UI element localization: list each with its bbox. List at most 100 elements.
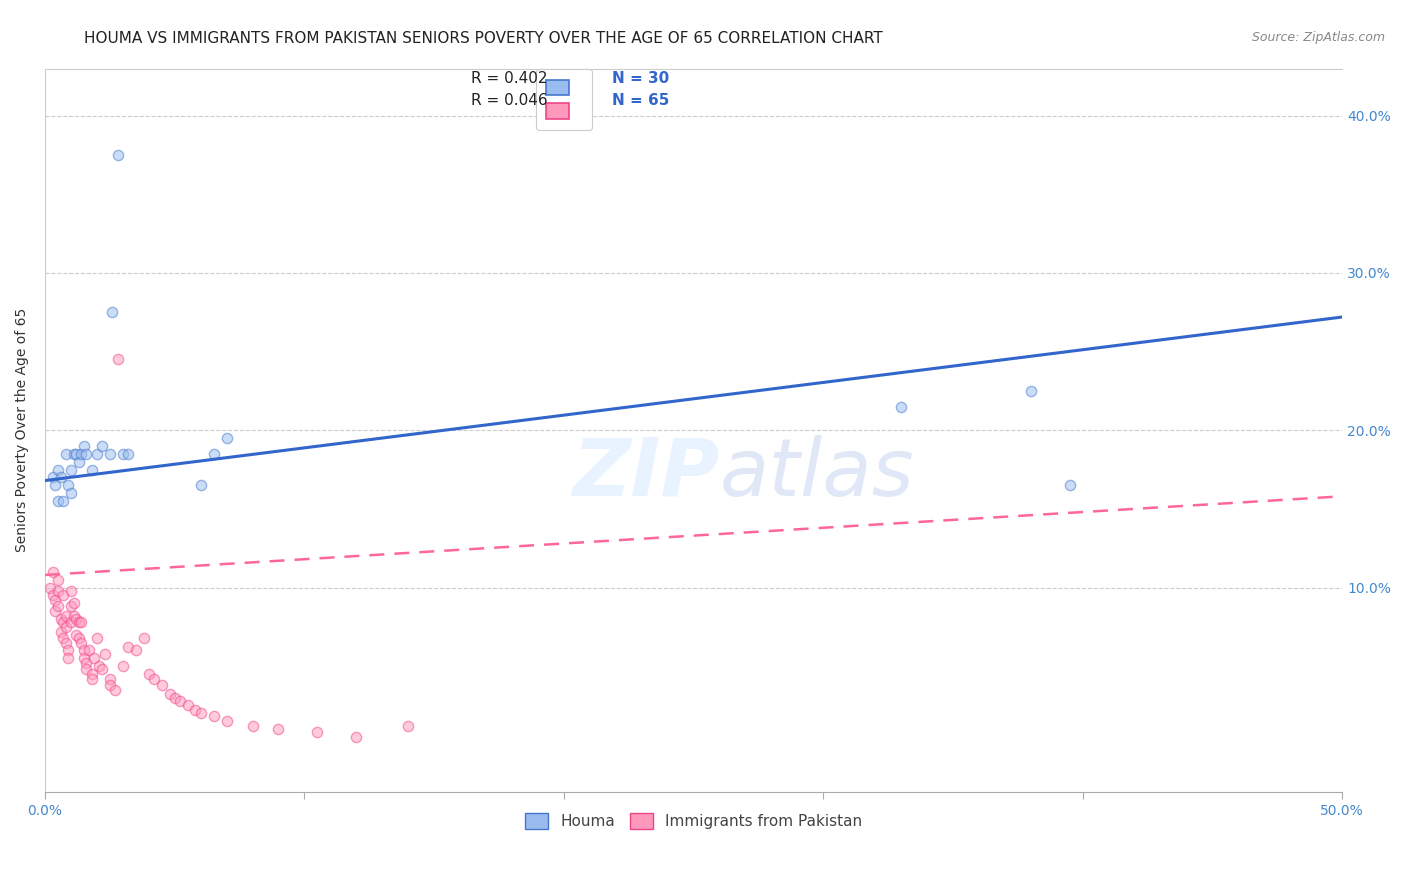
Point xyxy=(73,439,96,453)
Point xyxy=(101,305,124,319)
Point xyxy=(80,667,103,681)
Point xyxy=(42,588,65,602)
Point xyxy=(890,400,912,414)
Point xyxy=(98,447,121,461)
Point xyxy=(67,615,90,629)
Point xyxy=(52,631,75,645)
Point xyxy=(91,662,114,676)
Point xyxy=(58,478,80,492)
Point xyxy=(163,690,186,705)
Point xyxy=(59,486,82,500)
Y-axis label: Seniors Poverty Over the Age of 65: Seniors Poverty Over the Age of 65 xyxy=(15,308,30,552)
Point xyxy=(76,447,98,461)
Point xyxy=(267,722,290,736)
Point xyxy=(307,725,329,739)
Point xyxy=(83,651,105,665)
Point xyxy=(67,455,90,469)
Text: HOUMA VS IMMIGRANTS FROM PAKISTAN SENIORS POVERTY OVER THE AGE OF 65 CORRELATION: HOUMA VS IMMIGRANTS FROM PAKISTAN SENIOR… xyxy=(84,31,883,46)
Point xyxy=(39,581,62,595)
Point xyxy=(111,447,134,461)
Text: R = 0.046: R = 0.046 xyxy=(471,94,547,108)
Point xyxy=(89,659,111,673)
Point xyxy=(62,447,84,461)
Text: ZIP: ZIP xyxy=(572,434,720,513)
Point xyxy=(344,730,367,744)
Point xyxy=(202,447,225,461)
Point xyxy=(44,478,66,492)
Point xyxy=(58,651,80,665)
Point xyxy=(62,608,84,623)
Point xyxy=(76,656,98,670)
Point xyxy=(91,439,114,453)
Point xyxy=(142,672,165,686)
Point xyxy=(55,635,77,649)
Point xyxy=(396,719,419,733)
Point xyxy=(52,494,75,508)
Point xyxy=(86,447,108,461)
Point xyxy=(215,431,238,445)
Point xyxy=(150,678,173,692)
Point xyxy=(242,719,264,733)
Point xyxy=(184,703,207,717)
Point xyxy=(59,599,82,614)
Point xyxy=(70,615,93,629)
Point xyxy=(132,631,155,645)
Point xyxy=(70,635,93,649)
Point xyxy=(176,698,198,713)
Point xyxy=(42,470,65,484)
Point xyxy=(65,628,87,642)
Point xyxy=(107,148,129,162)
Point xyxy=(52,615,75,629)
Point xyxy=(76,662,98,676)
Point xyxy=(111,659,134,673)
Point xyxy=(169,694,191,708)
Text: R = 0.402: R = 0.402 xyxy=(471,71,547,86)
Point xyxy=(202,709,225,723)
Point xyxy=(104,682,127,697)
Text: N = 65: N = 65 xyxy=(612,94,669,108)
Point xyxy=(42,565,65,579)
Point xyxy=(59,615,82,629)
Point xyxy=(159,688,181,702)
Point xyxy=(98,672,121,686)
Point xyxy=(86,631,108,645)
Point xyxy=(1059,478,1081,492)
Point xyxy=(67,631,90,645)
Text: N = 30: N = 30 xyxy=(612,71,669,86)
Point xyxy=(70,447,93,461)
Point xyxy=(55,447,77,461)
Point xyxy=(44,604,66,618)
Legend: Houma, Immigrants from Pakistan: Houma, Immigrants from Pakistan xyxy=(519,806,869,835)
Point xyxy=(49,612,72,626)
Point xyxy=(65,447,87,461)
Point xyxy=(190,478,212,492)
Text: Source: ZipAtlas.com: Source: ZipAtlas.com xyxy=(1251,31,1385,45)
Point xyxy=(55,620,77,634)
Point xyxy=(93,647,115,661)
Point xyxy=(59,462,82,476)
Point xyxy=(58,643,80,657)
Point xyxy=(1019,384,1042,398)
Point xyxy=(65,612,87,626)
Point xyxy=(46,494,69,508)
Point xyxy=(80,672,103,686)
Point xyxy=(52,588,75,602)
Point xyxy=(46,583,69,598)
Text: atlas: atlas xyxy=(720,434,914,513)
Point xyxy=(44,593,66,607)
Point xyxy=(46,599,69,614)
Point xyxy=(117,640,139,655)
Point xyxy=(80,462,103,476)
Point xyxy=(59,583,82,598)
Point xyxy=(125,643,148,657)
Point xyxy=(215,714,238,729)
Point xyxy=(98,678,121,692)
Point xyxy=(73,651,96,665)
Point xyxy=(49,624,72,639)
Point xyxy=(138,667,160,681)
Point xyxy=(46,573,69,587)
Point xyxy=(62,596,84,610)
Point xyxy=(55,608,77,623)
Point xyxy=(73,643,96,657)
Point xyxy=(49,470,72,484)
